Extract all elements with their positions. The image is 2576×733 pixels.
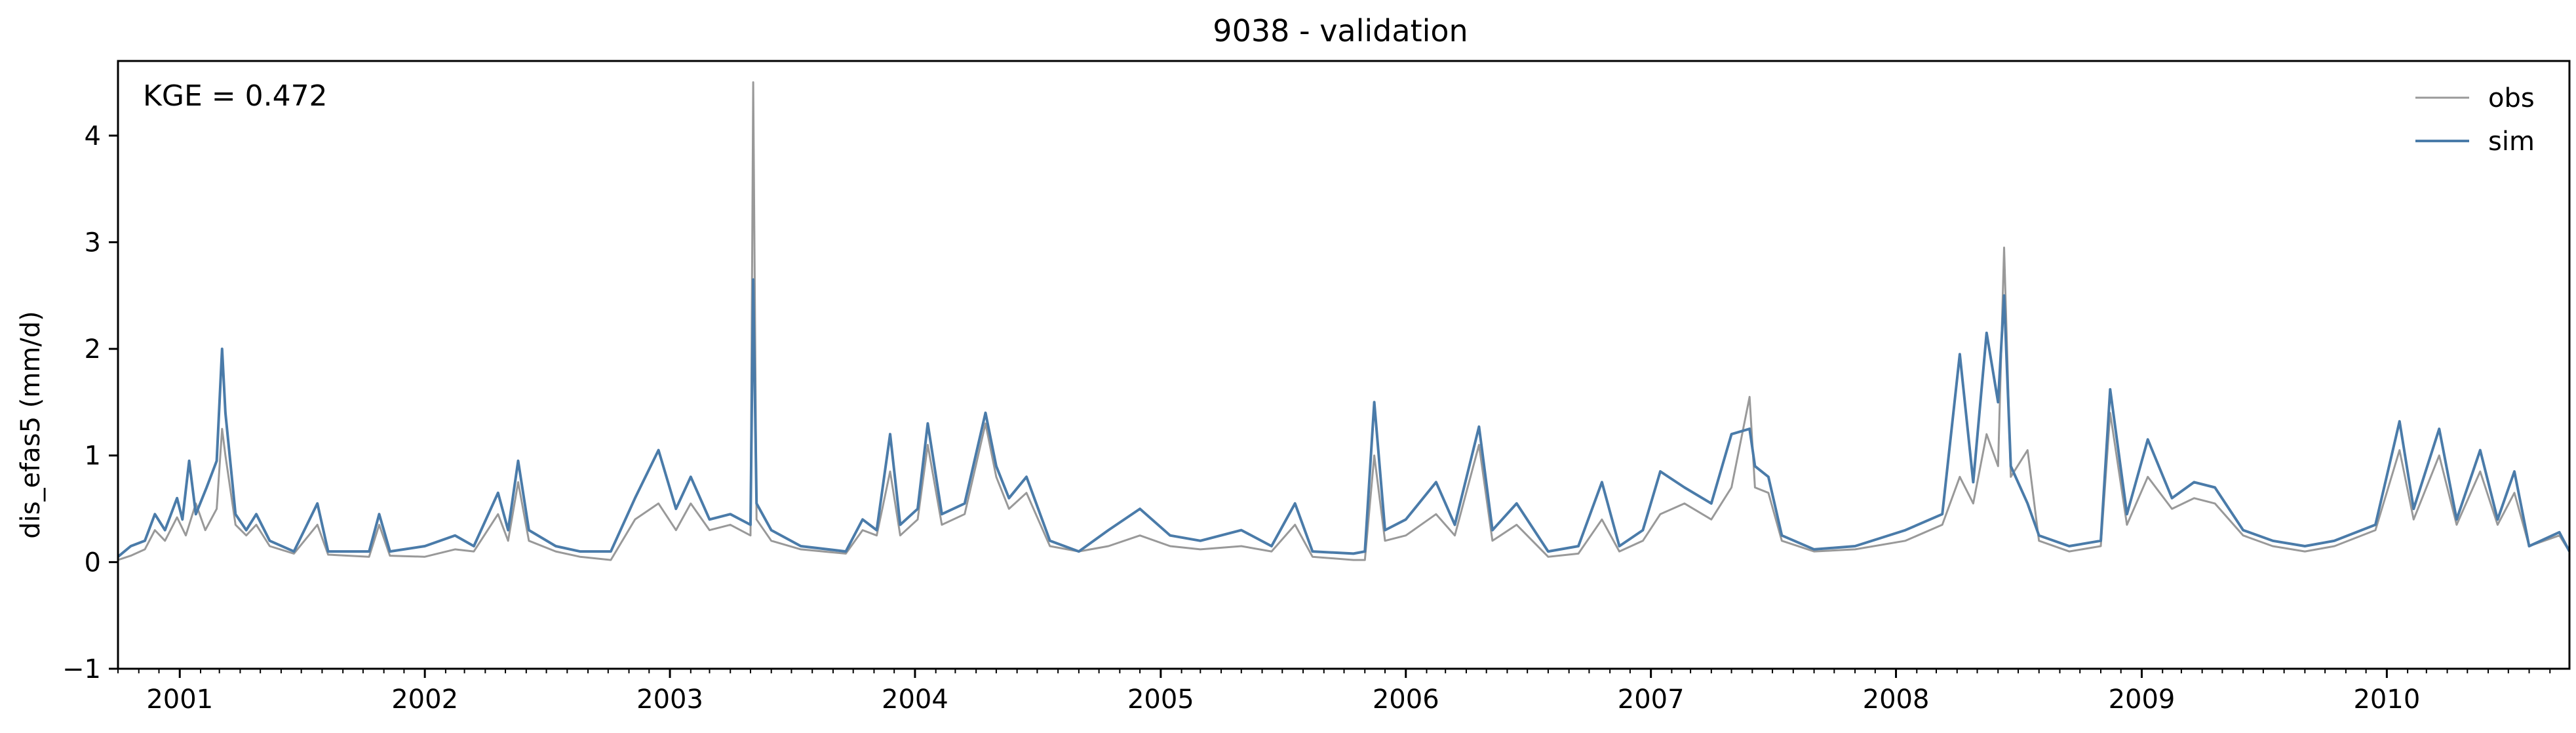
y-tick-label: 4	[85, 121, 101, 151]
x-tick-label: 2003	[636, 684, 703, 715]
y-axis-label: dis_efas5 (mm/d)	[16, 311, 46, 539]
y-tick-label: 0	[85, 547, 101, 578]
x-tick-label: 2005	[1127, 684, 1194, 715]
y-tick-label: 2	[85, 334, 101, 365]
y-tick-label: −1	[62, 654, 101, 684]
series-line-sim	[117, 278, 2571, 558]
x-tick-label: 2006	[1373, 684, 1439, 715]
x-tick-label: 2007	[1618, 684, 1685, 715]
legend: obs sim	[2415, 83, 2535, 157]
y-tick-label: 3	[85, 228, 101, 258]
chart-title: 9038 - validation	[1213, 13, 1468, 49]
x-tick-label: 2008	[1863, 684, 1930, 715]
x-axis: 2001 2002 2003 2004 2005 2006 2007 2008 2009 2010	[117, 669, 2551, 715]
x-tick-label: 2001	[146, 684, 213, 715]
x-tick-label: 2009	[2109, 684, 2176, 715]
legend-label-obs: obs	[2488, 83, 2535, 113]
x-tick-label: 2002	[391, 684, 458, 715]
y-axis: −1 0 1 2 3 4	[62, 121, 118, 684]
kge-annotation: KGE = 0.472	[143, 79, 328, 113]
legend-label-sim: sim	[2488, 127, 2535, 157]
plot-area: −1 0 1 2 3 4 2001 2002 2003 2004 2005 2006 2007 2008…	[62, 60, 2571, 715]
y-tick-label: 1	[85, 441, 101, 471]
x-tick-label: 2004	[882, 684, 948, 715]
x-tick-label: 2010	[2353, 684, 2420, 715]
series-layer	[117, 81, 2571, 561]
